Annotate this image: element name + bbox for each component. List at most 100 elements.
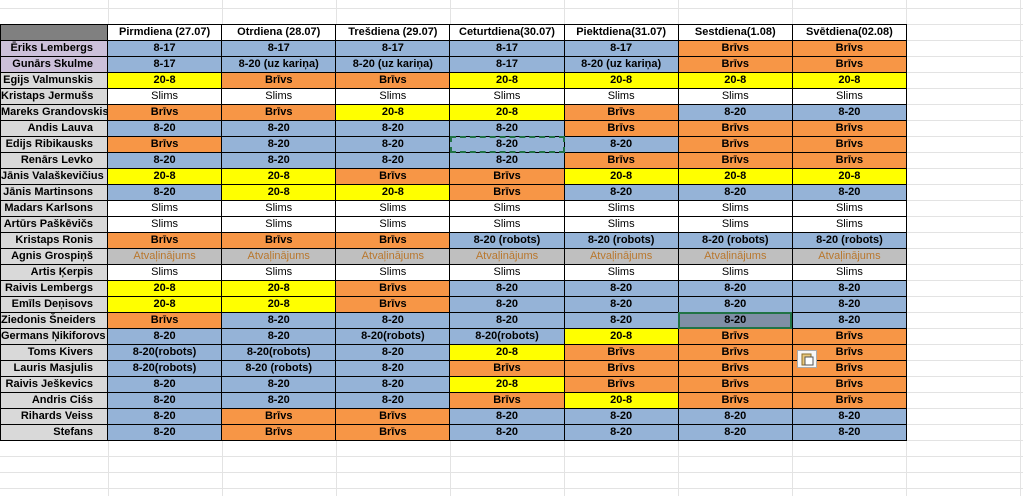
shift-cell: Slims — [563, 200, 679, 217]
shift-cell: Atvaļinājums — [791, 248, 908, 265]
shift-cell: 8-20 — [677, 280, 793, 297]
shift-cell: 8-20 — [563, 312, 679, 329]
employee-row: Toms Kivers 8-20(robots) 8-20(robots) 8-20 2… — [0, 344, 908, 361]
employee-name: Egijs Valmunskis — [0, 72, 108, 89]
employee-row: Renārs Levko 8-20 8-20 8-20 8-20 Brīvs Brīvs Br… — [0, 152, 908, 169]
shift-cell: 8-20 — [449, 424, 565, 441]
shift-cell: 8-17 — [449, 40, 565, 57]
shift-cell: 8-20 (robots) — [677, 232, 793, 249]
employee-name: Toms Kivers — [0, 344, 108, 361]
shift-cell: 8-20 — [106, 328, 223, 345]
shift-cell: Slims — [449, 200, 565, 217]
shift-cell: Slims — [106, 264, 223, 281]
shift-cell: 8-20 — [563, 296, 679, 313]
shift-cell: 8-20 — [791, 280, 908, 297]
day-header: Otrdiena (28.07) — [221, 24, 337, 41]
shift-cell: 8-20 — [791, 312, 908, 329]
shift-cell: Slims — [677, 264, 793, 281]
day-header: Sestdiena(1.08) — [677, 24, 793, 41]
shift-cell: 20-8 — [221, 280, 337, 297]
shift-cell: 20-8 — [335, 184, 451, 201]
shift-cell: 8-20 (uz kariņa) — [335, 56, 451, 73]
shift-cell: Slims — [677, 88, 793, 105]
employee-row: Jānis Valaškevičius 20-8 20-8 Brīvs Brīvs 20-… — [0, 168, 908, 185]
shift-cell: Brīvs — [563, 344, 679, 361]
shift-cell: 8-20 — [106, 376, 223, 393]
selected-cell — [678, 312, 792, 329]
shift-cell: 8-20 — [106, 120, 223, 137]
shift-cell: Slims — [335, 216, 451, 233]
shift-cell: Slims — [791, 264, 908, 281]
shift-cell: 8-20 — [677, 184, 793, 201]
shift-cell: Brīvs — [449, 168, 565, 185]
employee-name: Mareks Grandovskis — [0, 104, 108, 121]
employee-name: Andis Lauva — [0, 120, 108, 137]
shift-cell: 8-20 — [221, 136, 337, 153]
shift-cell: Brīvs — [677, 136, 793, 153]
employee-row: Edijs Ribikausks Brīvs 8-20 8-20 8-20 8-20 Brī… — [0, 136, 908, 153]
employee-row: Gunārs Skulme 8-17 8-20 (uz kariņa) 8-20 (u… — [0, 56, 908, 73]
shift-cell: Atvaļinājums — [106, 248, 223, 265]
shift-cell: 8-20 — [106, 392, 223, 409]
employee-row: Mareks Grandovskis Brīvs Brīvs 20-8 20-8 Brīv… — [0, 104, 908, 121]
shift-cell: Brīvs — [563, 360, 679, 377]
shift-cell: 8-17 — [449, 56, 565, 73]
shift-cell: 8-20 — [677, 296, 793, 313]
shift-cell: Brīvs — [335, 296, 451, 313]
shift-cell: Atvaļinājums — [449, 248, 565, 265]
shift-cell: 8-20 — [106, 408, 223, 425]
shift-cell: Brīvs — [335, 408, 451, 425]
shift-cell: Brīvs — [677, 120, 793, 137]
employee-name: Kristaps Jermušs — [0, 88, 108, 105]
shift-cell: 8-20 — [677, 408, 793, 425]
shift-cell: 8-20 — [335, 392, 451, 409]
employee-name: Germans Ņikiforovs — [0, 328, 108, 345]
employee-row: Egijs Valmunskis 20-8 Brīvs Brīvs 20-8 20-8 20… — [0, 72, 908, 89]
employee-row: Rihards Veiss 8-20 Brīvs Brīvs 8-20 8-20 8-20 8… — [0, 408, 908, 425]
shift-cell: Brīvs — [677, 344, 793, 361]
paste-icon — [801, 353, 814, 366]
shift-cell: 8-20 — [106, 424, 223, 441]
shift-cell: 8-20 — [563, 136, 679, 153]
shift-cell: Slims — [449, 216, 565, 233]
shift-cell: Brīvs — [791, 344, 908, 361]
shift-cell: 8-17 — [221, 40, 337, 57]
shift-cell: Brīvs — [563, 376, 679, 393]
shift-cell: 8-20 — [449, 280, 565, 297]
shift-cell: 8-20 — [449, 136, 565, 153]
shift-cell: 8-20 — [335, 344, 451, 361]
shift-cell: 20-8 — [106, 296, 223, 313]
shift-cell: 8-20 — [791, 296, 908, 313]
shift-cell: 20-8 — [449, 344, 565, 361]
shift-cell: Brīvs — [335, 168, 451, 185]
shift-cell: Slims — [791, 88, 908, 105]
shift-cell: Slims — [221, 264, 337, 281]
shift-cell: 20-8 — [563, 392, 679, 409]
employee-row: Ēriks Lembergs 8-17 8-17 8-17 8-17 8-17 Brīvs B… — [0, 40, 908, 57]
shift-cell: Brīvs — [791, 40, 908, 57]
shift-cell: 8-20 — [563, 408, 679, 425]
shift-cell: Brīvs — [335, 424, 451, 441]
employee-name: Jānis Martinsons — [0, 184, 108, 201]
shift-cell: 20-8 — [677, 168, 793, 185]
shift-cell: Slims — [449, 88, 565, 105]
shift-cell: 8-20 — [791, 424, 908, 441]
shift-cell: 20-8 — [563, 328, 679, 345]
employee-row: Stefans 8-20 Brīvs Brīvs 8-20 8-20 8-20 8-20 — [0, 424, 908, 441]
employee-row: Artūrs Paškēvičs Slims Slims Slims Slims Slim… — [0, 216, 908, 233]
shift-cell: 8-20 (robots) — [221, 360, 337, 377]
shift-cell: Slims — [677, 200, 793, 217]
header-row: Pirmdiena (27.07) Otrdiena (28.07) Trešdie… — [0, 24, 908, 41]
shift-cell: 8-17 — [563, 40, 679, 57]
shift-cell: 8-20 — [449, 120, 565, 137]
paste-options-button[interactable] — [797, 350, 817, 368]
shift-cell: Brīvs — [791, 152, 908, 169]
shift-cell: Brīvs — [221, 408, 337, 425]
shift-cell: Slims — [563, 264, 679, 281]
shift-cell: Brīvs — [221, 424, 337, 441]
shift-cell: 8-20 — [563, 184, 679, 201]
employee-name: Renārs Levko — [0, 152, 108, 169]
day-header: Trešdiena (29.07) — [335, 24, 451, 41]
shift-cell: 8-20(robots) — [335, 328, 451, 345]
shift-cell: Brīvs — [677, 56, 793, 73]
